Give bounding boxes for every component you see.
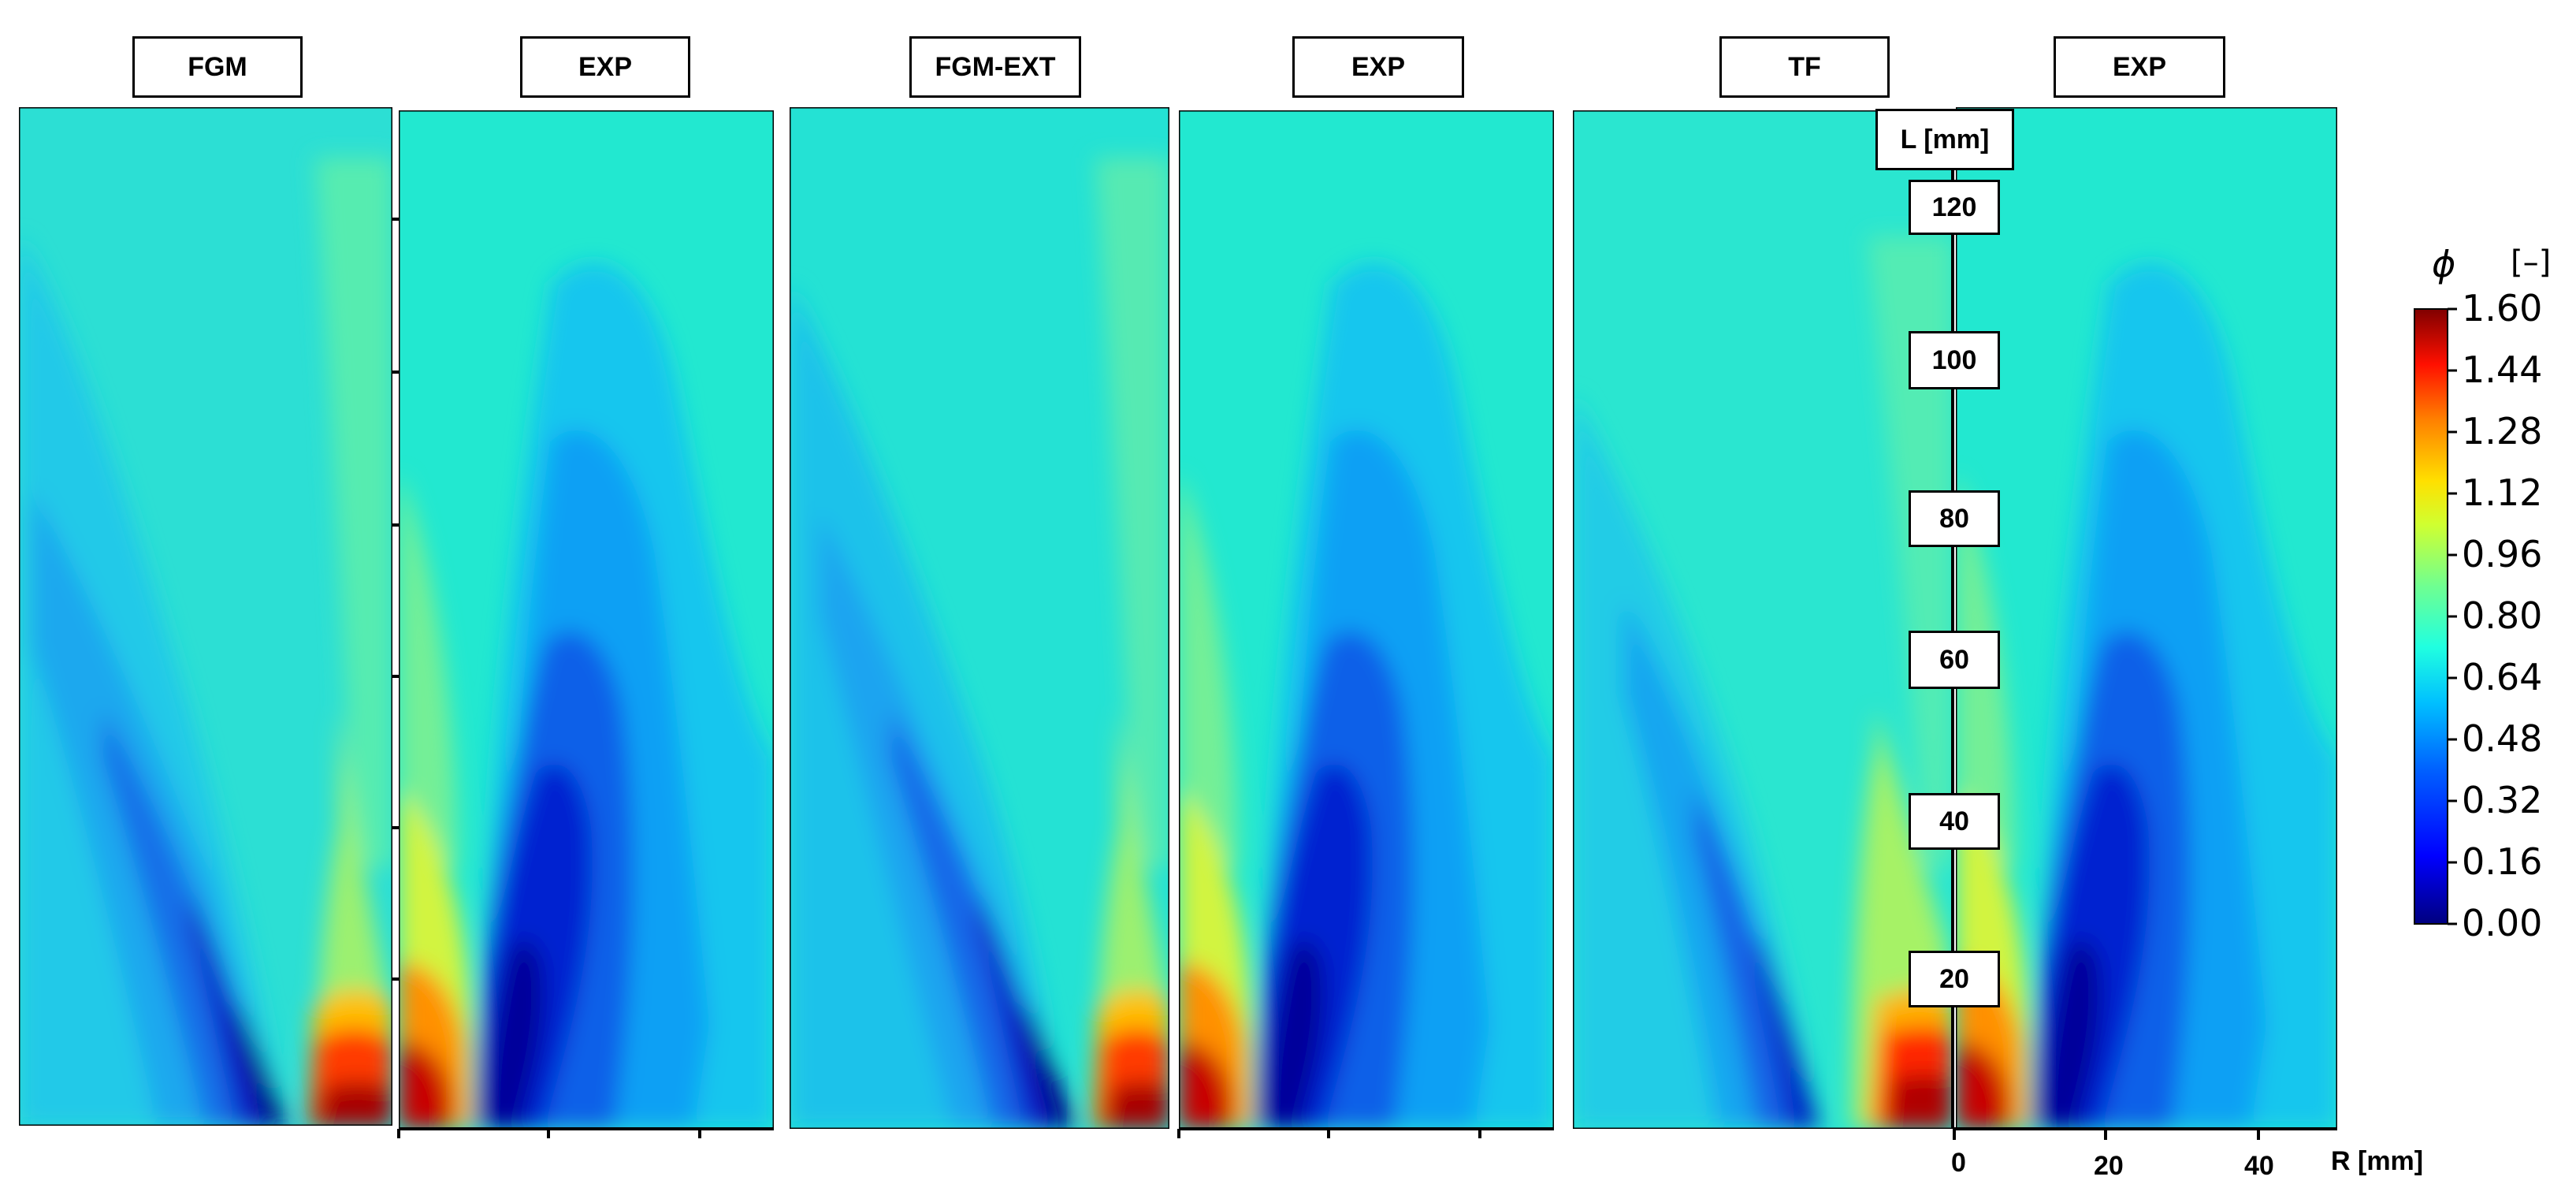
l-axis-tick-label: 80	[1909, 490, 2000, 547]
l-axis-tick-label: 40	[1909, 793, 2000, 850]
l-axis-title: L [mm]	[1875, 109, 2014, 170]
colorbar-unit: [–]	[2511, 244, 2552, 281]
l-axis-tick-label: 20	[1909, 951, 2000, 1007]
colorbar-tick-label: 0.00	[2462, 902, 2543, 944]
panel-fgm-contour	[19, 107, 392, 1126]
colorbar-tick-label: 1.60	[2462, 287, 2543, 330]
colorbar-gradient	[2414, 308, 2448, 925]
panel-title-fgm: FGM	[132, 36, 303, 98]
panel-title-tf: TF	[1719, 36, 1890, 98]
colorbar-tick-label: 0.48	[2462, 717, 2543, 760]
l-axis-tick-label: 60	[1909, 631, 2000, 689]
colorbar-tick-label: 0.64	[2462, 656, 2543, 698]
panel-title-fgm-ext: FGM-EXT	[909, 36, 1081, 98]
colorbar-tick-label: 1.12	[2462, 471, 2543, 514]
panel-title-exp-2: EXP	[1292, 36, 1464, 98]
r-axis-tick-label: 0	[1951, 1148, 1966, 1178]
colorbar-tick-label: 0.96	[2462, 533, 2543, 575]
l-axis-tick-label: 120	[1909, 180, 2000, 235]
colorbar	[2414, 307, 2457, 925]
r-axis-title: R [mm]	[2331, 1146, 2424, 1176]
panel-title-exp-3: EXP	[2054, 36, 2225, 98]
panel-fgm-ext-contour	[790, 107, 1169, 1129]
panel-exp-1-contour	[399, 110, 774, 1129]
r-axis-tick-label: 40	[2244, 1151, 2274, 1181]
colorbar-tick-label: 1.28	[2462, 410, 2543, 452]
l-axis-tick-label: 100	[1909, 331, 2000, 389]
colorbar-tick-label: 0.16	[2462, 840, 2543, 883]
panel-tf-contour	[1573, 110, 1953, 1129]
colorbar-tick-label: 1.44	[2462, 348, 2543, 391]
colorbar-tick-label: 0.32	[2462, 779, 2543, 821]
panel-exp-2-contour	[1179, 110, 1554, 1129]
r-axis-tick-label: 20	[2094, 1151, 2124, 1181]
colorbar-symbol: ϕ	[2432, 243, 2456, 285]
panel-exp-3-contour	[1956, 107, 2337, 1129]
colorbar-tick-label: 0.80	[2462, 594, 2543, 637]
panel-title-exp-1: EXP	[520, 36, 690, 98]
